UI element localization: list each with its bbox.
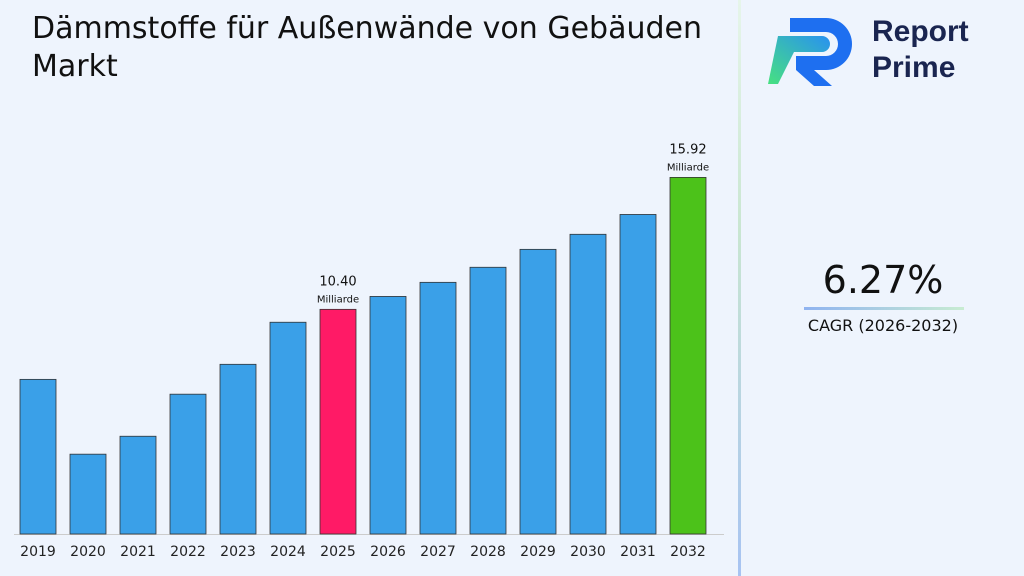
x-tick-2032: 2032 [670, 544, 706, 560]
x-tick-2019: 2019 [20, 544, 56, 560]
x-tick-2027: 2027 [420, 544, 456, 560]
bar-2020 [69, 453, 107, 535]
bar-2022 [169, 393, 207, 535]
bar-2027 [419, 281, 457, 535]
bar-2026 [369, 296, 407, 535]
x-tick-2028: 2028 [470, 544, 506, 560]
cagr-label: CAGR (2026-2032) [807, 316, 959, 335]
chart-title: Dämmstoffe für Außenwände von Gebäuden M… [32, 11, 702, 84]
bar-2024 [269, 321, 307, 535]
cagr-underline [804, 307, 964, 310]
x-tick-2021: 2021 [120, 544, 156, 560]
x-tick-2029: 2029 [520, 544, 556, 560]
bar-2029 [519, 248, 557, 535]
bar-2019 [19, 378, 57, 535]
data-label-unit-2025: Milliarde [317, 294, 359, 305]
logo-mark-icon [768, 18, 852, 86]
x-tick-2026: 2026 [370, 544, 406, 560]
x-tick-2030: 2030 [570, 544, 606, 560]
x-tick-2020: 2020 [70, 544, 106, 560]
x-tick-2031: 2031 [620, 544, 656, 560]
x-tick-2025: 2025 [320, 544, 356, 560]
data-label-unit-2032: Milliarde [667, 162, 709, 173]
x-tick-2022: 2022 [170, 544, 206, 560]
x-tick-2023: 2023 [220, 544, 256, 560]
bar-2025 [319, 308, 357, 535]
data-label-value-2032: 15.92 [669, 142, 706, 157]
panel-divider [738, 0, 741, 576]
logo-text-prime: Prime [872, 51, 956, 84]
bar-2032 [669, 177, 707, 535]
bar-2028 [469, 266, 507, 535]
bar-chart: 2019 2020 2021 2022 2023 2024 2025 2026 2027 2028… [14, 142, 724, 560]
bar-2023 [219, 363, 257, 535]
bar-2030 [569, 233, 607, 535]
report-prime-logo: Report Prime [768, 14, 1008, 90]
x-tick-2024: 2024 [270, 544, 306, 560]
logo-text-report: Report [872, 15, 969, 48]
bar-2031 [619, 214, 657, 535]
data-label-value-2025: 10.40 [319, 274, 356, 289]
bar-2021 [119, 435, 157, 535]
cagr-value: 6.27% [822, 258, 944, 302]
